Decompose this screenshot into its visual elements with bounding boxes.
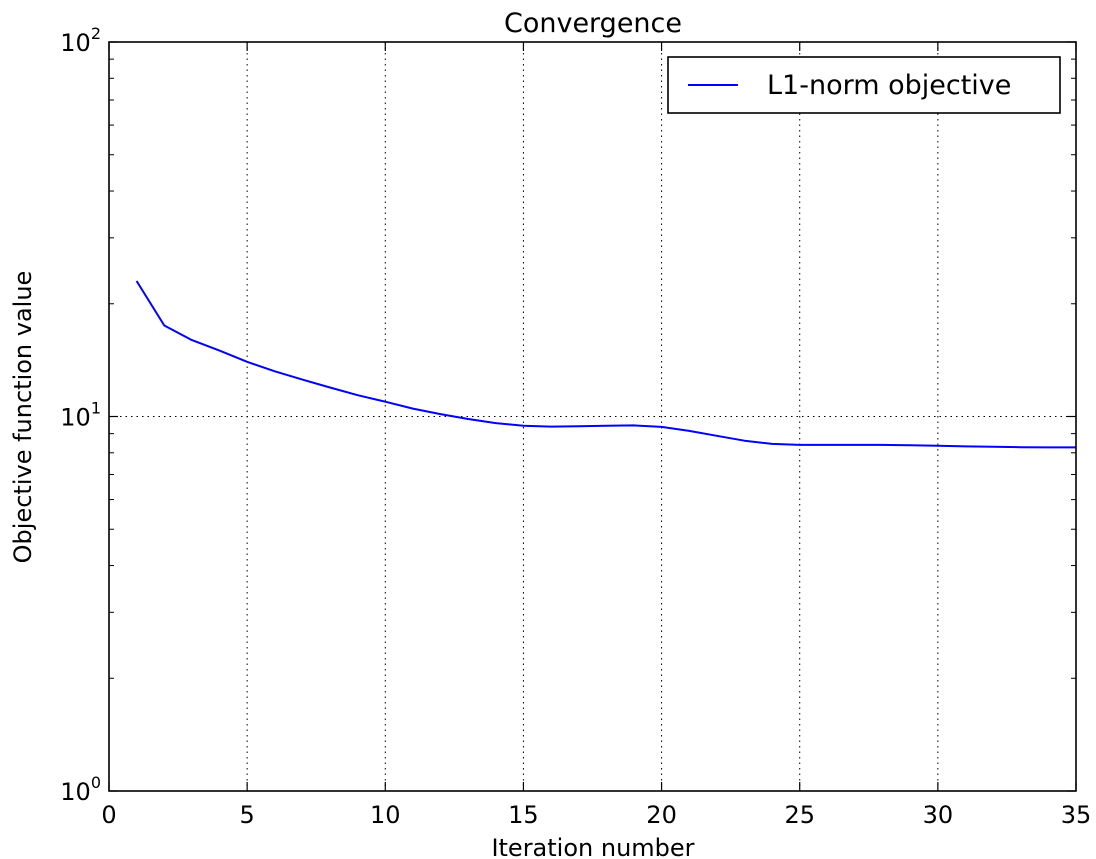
x-tick-label: 35 <box>1061 801 1092 829</box>
tick-labels: 0 5 10 15 20 25 30 35 100 101 102 <box>60 24 1091 829</box>
x-axis-label: Iteration number <box>491 834 694 859</box>
legend: L1-norm objective <box>667 56 1061 114</box>
grid-lines <box>109 42 1076 791</box>
chart-title: Convergence <box>504 8 682 39</box>
y-tick-label: 101 <box>60 399 101 432</box>
y-tick-label: 100 <box>60 773 101 806</box>
axis-ticks <box>108 41 1077 792</box>
x-tick-label: 15 <box>508 801 539 829</box>
x-tick-label: 5 <box>240 801 255 829</box>
x-tick-label: 10 <box>370 801 401 829</box>
y-tick-label: 102 <box>60 24 101 57</box>
series-line-l1-norm-objective <box>135 280 1076 449</box>
series-layer <box>135 280 1076 449</box>
legend-label-l1-norm-objective: L1-norm objective <box>767 70 1011 101</box>
x-tick-label: 0 <box>101 801 116 829</box>
x-tick-label: 30 <box>923 801 954 829</box>
x-tick-label: 25 <box>784 801 815 829</box>
y-axis-label: Objective function value <box>9 271 37 564</box>
x-tick-label: 20 <box>646 801 677 829</box>
